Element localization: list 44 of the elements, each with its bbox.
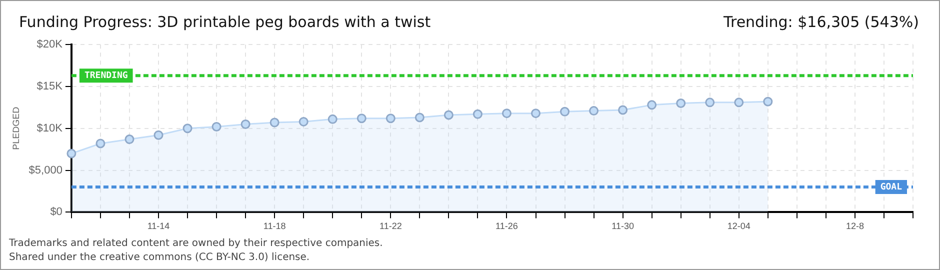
ref-line-label: TRENDING xyxy=(84,70,128,81)
y-tick-label: $5,000 xyxy=(28,164,62,176)
y-axis-title: PLEDGED xyxy=(10,106,21,150)
point xyxy=(96,138,106,148)
point xyxy=(531,108,540,118)
text: Shared under the creative commons (CC BY-NC 3.0) license. xyxy=(9,251,311,265)
y-tick-label: $0 xyxy=(50,206,62,218)
text: Trademarks and related content are owned by their respective companies. xyxy=(9,237,383,251)
y-tick-label: $15K xyxy=(36,80,64,93)
x-tick-label: 11-26 xyxy=(496,221,518,232)
point xyxy=(676,98,686,108)
x-tick-label: 11-22 xyxy=(379,221,402,232)
point xyxy=(240,119,250,129)
point xyxy=(763,96,773,106)
point xyxy=(298,116,308,126)
point xyxy=(182,124,192,134)
point xyxy=(270,118,280,128)
ref-line-label: GOAL xyxy=(880,182,903,192)
x-tick-label: 12-8 xyxy=(846,221,864,232)
y-tick-label: $20K xyxy=(36,38,64,51)
point xyxy=(560,106,570,116)
x-tick-label: 12-04 xyxy=(727,221,750,232)
point xyxy=(154,130,164,140)
y-tick-label: $10K xyxy=(36,122,64,134)
x-tick-label: 11-18 xyxy=(263,221,286,232)
point xyxy=(734,98,744,108)
point xyxy=(414,112,424,122)
chart-title: Funding Progress: 3D printable peg boards with a twist xyxy=(19,13,431,31)
point xyxy=(66,148,76,158)
x-tick-label: 11-14 xyxy=(147,221,170,232)
point xyxy=(328,114,338,124)
point xyxy=(705,98,715,108)
point xyxy=(356,114,366,124)
x-tick-label: 11-30 xyxy=(612,221,634,232)
point xyxy=(589,106,599,116)
chart-subtitle: Trending: $16,305 (543%) xyxy=(724,13,919,31)
point xyxy=(472,109,482,119)
point xyxy=(212,122,222,132)
point xyxy=(502,108,512,118)
point xyxy=(647,100,657,110)
point xyxy=(618,105,628,115)
point xyxy=(444,110,454,120)
point xyxy=(124,134,134,144)
point xyxy=(386,114,396,124)
